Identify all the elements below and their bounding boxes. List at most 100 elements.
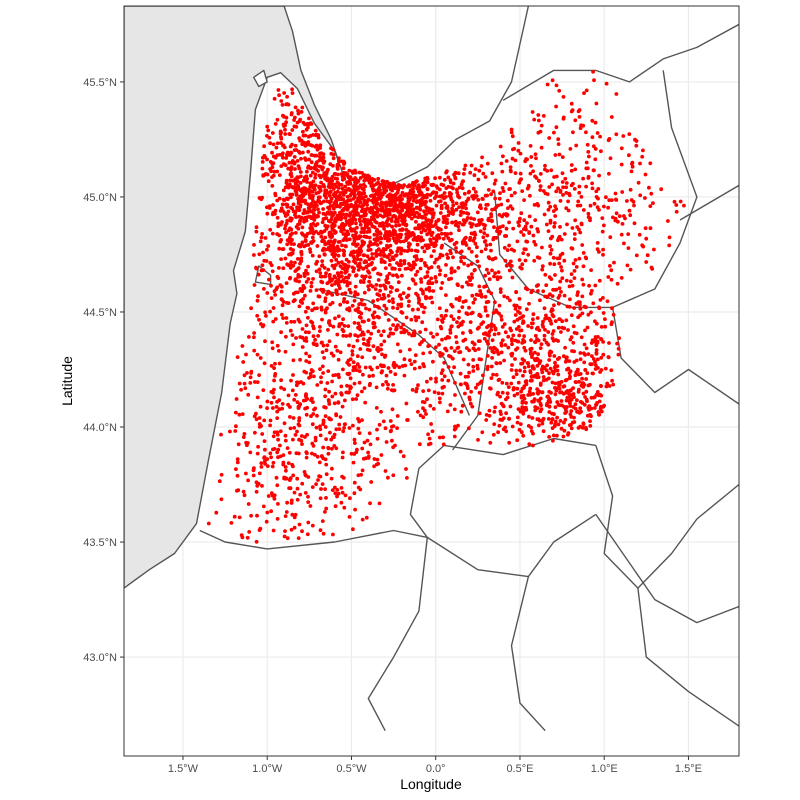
data-point xyxy=(420,320,425,325)
data-point xyxy=(619,162,624,167)
data-point xyxy=(560,251,565,256)
data-point xyxy=(573,118,578,123)
data-point xyxy=(341,429,346,434)
data-point xyxy=(492,225,496,230)
data-point xyxy=(301,232,305,237)
data-point xyxy=(588,203,593,208)
data-point xyxy=(234,397,239,401)
data-point xyxy=(341,225,345,230)
data-point xyxy=(367,271,371,275)
data-point xyxy=(362,187,366,192)
data-point xyxy=(381,419,386,424)
data-point xyxy=(343,184,347,189)
data-point xyxy=(456,324,461,329)
data-point xyxy=(383,469,388,473)
data-point xyxy=(485,339,489,344)
data-point xyxy=(584,88,589,93)
data-point xyxy=(614,197,618,202)
data-point xyxy=(363,213,368,218)
data-point xyxy=(541,289,546,294)
data-point xyxy=(284,230,288,235)
data-point xyxy=(472,173,477,178)
data-point xyxy=(333,263,338,267)
data-point xyxy=(583,328,587,333)
data-point xyxy=(275,285,280,290)
data-point xyxy=(293,105,298,110)
data-point xyxy=(507,220,511,225)
data-point xyxy=(289,171,293,176)
data-point xyxy=(350,349,355,353)
data-point xyxy=(288,151,293,156)
data-point xyxy=(443,195,448,199)
data-point xyxy=(375,232,380,237)
data-point xyxy=(260,166,265,171)
data-point xyxy=(326,246,331,250)
data-point xyxy=(521,433,526,438)
data-point xyxy=(319,380,323,385)
data-point xyxy=(273,193,278,198)
data-point xyxy=(326,241,331,246)
data-point xyxy=(515,318,520,322)
data-point xyxy=(315,147,320,152)
data-point xyxy=(613,191,618,196)
data-point xyxy=(317,158,322,163)
data-point xyxy=(674,203,679,207)
data-point xyxy=(315,222,320,226)
data-point xyxy=(379,260,384,264)
data-point xyxy=(564,206,569,211)
data-point xyxy=(473,167,478,172)
data-point xyxy=(324,195,328,200)
data-point xyxy=(298,274,303,279)
data-point xyxy=(572,232,577,236)
data-point xyxy=(412,333,417,338)
data-point xyxy=(357,431,362,435)
data-point xyxy=(291,373,295,377)
data-point xyxy=(382,188,387,193)
data-point xyxy=(599,384,603,388)
data-point xyxy=(309,240,313,245)
data-point xyxy=(492,207,497,212)
data-point xyxy=(512,303,517,308)
data-point xyxy=(413,235,417,240)
data-point xyxy=(601,252,605,257)
data-point xyxy=(461,203,466,208)
data-point xyxy=(261,250,265,255)
data-point xyxy=(481,320,486,325)
data-point xyxy=(332,266,337,271)
data-point xyxy=(344,172,349,177)
data-point xyxy=(434,190,439,195)
data-point xyxy=(546,342,551,347)
data-point xyxy=(526,252,531,257)
data-point xyxy=(337,159,341,164)
data-point xyxy=(559,399,564,403)
data-point xyxy=(372,195,377,200)
data-point xyxy=(392,205,397,209)
data-point xyxy=(371,242,376,246)
data-point xyxy=(351,250,356,255)
data-point xyxy=(515,391,520,396)
data-point xyxy=(607,341,611,345)
data-point xyxy=(291,358,296,363)
data-point xyxy=(335,248,340,253)
data-point xyxy=(578,303,582,307)
data-point xyxy=(313,175,318,180)
data-point xyxy=(491,311,496,315)
data-point xyxy=(515,420,520,425)
data-point xyxy=(417,193,422,197)
data-point xyxy=(279,289,284,294)
data-point xyxy=(368,381,372,386)
data-point xyxy=(553,360,557,365)
data-point xyxy=(284,281,289,285)
data-point xyxy=(321,371,325,375)
data-point xyxy=(594,350,599,355)
data-point xyxy=(391,184,396,189)
data-point xyxy=(219,472,224,477)
data-point xyxy=(425,192,430,197)
data-point xyxy=(299,288,304,293)
data-point xyxy=(604,81,609,86)
data-point xyxy=(396,302,401,307)
data-point xyxy=(521,409,526,414)
data-point xyxy=(279,297,284,302)
data-point xyxy=(531,169,535,174)
data-point xyxy=(232,514,237,519)
